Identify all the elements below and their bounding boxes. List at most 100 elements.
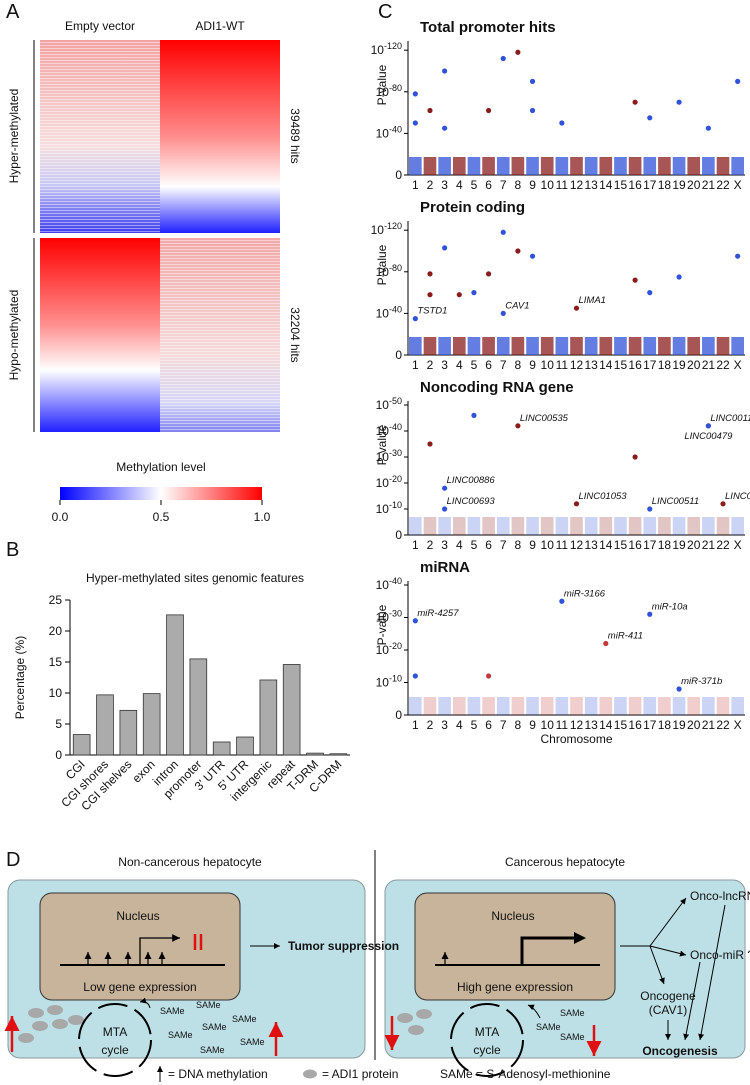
chromosome-band bbox=[409, 157, 422, 175]
chromosome-band bbox=[702, 337, 715, 355]
chromosome-band bbox=[643, 517, 657, 535]
chromosome-band bbox=[599, 157, 613, 175]
chromosome-band bbox=[599, 517, 613, 535]
chromosome-band bbox=[716, 697, 730, 715]
chromosome-band bbox=[409, 697, 422, 715]
same-labels: SAMe SAMe SAMe SAMe SAMe SAMe SAMe SAMe … bbox=[160, 1000, 585, 1055]
gene-label: miR-10a bbox=[652, 601, 688, 612]
hits-label: 39489 hits bbox=[288, 108, 302, 163]
point bbox=[647, 115, 653, 121]
chromosome-band bbox=[702, 517, 715, 535]
tick-exponent: -120 bbox=[384, 41, 402, 51]
y-tick-label: 25 bbox=[49, 593, 63, 607]
point bbox=[529, 253, 536, 259]
chromosome-band bbox=[672, 697, 686, 715]
tick-exponent: -20 bbox=[389, 641, 402, 651]
y-tick-label: 10-120 bbox=[371, 41, 402, 57]
chromosome-band bbox=[540, 337, 554, 355]
bar bbox=[259, 679, 278, 756]
x-tick-label: 18 bbox=[658, 358, 672, 372]
x-tick-label: 4 bbox=[456, 178, 463, 192]
point bbox=[573, 305, 580, 311]
x-tick-label: 19 bbox=[672, 358, 686, 372]
x-tick-label: 6 bbox=[485, 538, 492, 552]
tick-exponent: -20 bbox=[389, 474, 402, 484]
chromosome-band bbox=[643, 697, 657, 715]
x-tick-label: 9 bbox=[529, 718, 536, 732]
cell-title: Non-cancerous hepatocyte bbox=[118, 855, 262, 869]
point bbox=[442, 125, 448, 131]
promoter-head bbox=[574, 932, 586, 944]
point bbox=[427, 107, 433, 114]
y-tick-label: 10-30 bbox=[376, 609, 402, 625]
tick-exponent: -120 bbox=[384, 221, 402, 231]
bar bbox=[72, 734, 91, 756]
tick-base: 10 bbox=[371, 43, 385, 57]
outcome: Oncogenesis bbox=[642, 1044, 718, 1058]
y-axis-label: P-value bbox=[375, 64, 389, 105]
y-tick-label: 10-40 bbox=[376, 422, 402, 438]
bar bbox=[212, 741, 231, 756]
chromosome-band bbox=[628, 697, 642, 715]
tick-base: 10 bbox=[376, 643, 390, 657]
point bbox=[442, 506, 448, 512]
point bbox=[485, 271, 492, 277]
bar bbox=[236, 736, 254, 756]
y-axis-label: P-value bbox=[375, 604, 389, 645]
chromosome-band bbox=[672, 157, 686, 175]
cycle-label: cycle bbox=[101, 1043, 129, 1057]
x-tick-label: 2 bbox=[427, 358, 434, 372]
point bbox=[705, 423, 711, 429]
x-tick-label: 17 bbox=[643, 358, 657, 372]
methylation-marks bbox=[84, 952, 449, 965]
tick-exponent: -30 bbox=[389, 609, 402, 619]
x-tick-label: 4 bbox=[456, 718, 463, 732]
gene-label: LINC00535 bbox=[520, 413, 569, 424]
y-tick-label: 15 bbox=[49, 655, 63, 669]
x-tick-label: 13 bbox=[584, 178, 598, 192]
gene-label: miR-411 bbox=[608, 631, 643, 642]
heatmap-texture bbox=[40, 40, 160, 233]
chromosome-band bbox=[687, 697, 701, 715]
x-tick-label: 12 bbox=[570, 538, 584, 552]
chromosome-band bbox=[496, 157, 510, 175]
point bbox=[427, 292, 433, 298]
bar bbox=[189, 658, 208, 756]
x-tick-label: 15 bbox=[614, 178, 628, 192]
x-axis-label: Chromosome bbox=[540, 732, 612, 746]
chromosome-band bbox=[584, 697, 598, 715]
x-tick-label: 1 bbox=[412, 718, 419, 732]
x-tick-label: 21 bbox=[702, 358, 716, 372]
chromosome-band bbox=[526, 337, 539, 355]
x-tick-label: 21 bbox=[702, 538, 716, 552]
point bbox=[427, 271, 433, 277]
tick-base: 10 bbox=[376, 126, 390, 140]
y-tick-label: 0 bbox=[55, 748, 62, 762]
heatmap-cell bbox=[160, 40, 280, 233]
point bbox=[485, 673, 492, 679]
point bbox=[647, 290, 653, 296]
x-tick-label: 6 bbox=[485, 178, 492, 192]
point bbox=[456, 292, 462, 298]
gene-label: LINC00886 bbox=[447, 475, 496, 486]
chromosome-band bbox=[716, 517, 730, 535]
point bbox=[412, 618, 418, 624]
oncogene: (CAV1) bbox=[649, 1003, 687, 1017]
chromosome-band bbox=[672, 337, 686, 355]
chromosome-band bbox=[555, 517, 569, 535]
cycle-label: MTA bbox=[475, 1025, 499, 1039]
point bbox=[412, 120, 418, 126]
expression-label: High gene expression bbox=[457, 980, 573, 994]
x-tick-label: 22 bbox=[716, 538, 730, 552]
chromosome-band bbox=[452, 337, 466, 355]
point bbox=[442, 485, 448, 491]
gene-label: LINC00511 bbox=[652, 496, 699, 507]
chromosome-band bbox=[570, 697, 583, 715]
point bbox=[485, 107, 492, 114]
adi1-proteins bbox=[18, 1005, 432, 1043]
tick-base: 10 bbox=[376, 306, 390, 320]
chromosome-band bbox=[438, 517, 451, 535]
chromosome-band bbox=[658, 157, 671, 175]
y-tick-label: 10-10 bbox=[376, 500, 402, 516]
y-tick-label: 0 bbox=[395, 708, 402, 722]
